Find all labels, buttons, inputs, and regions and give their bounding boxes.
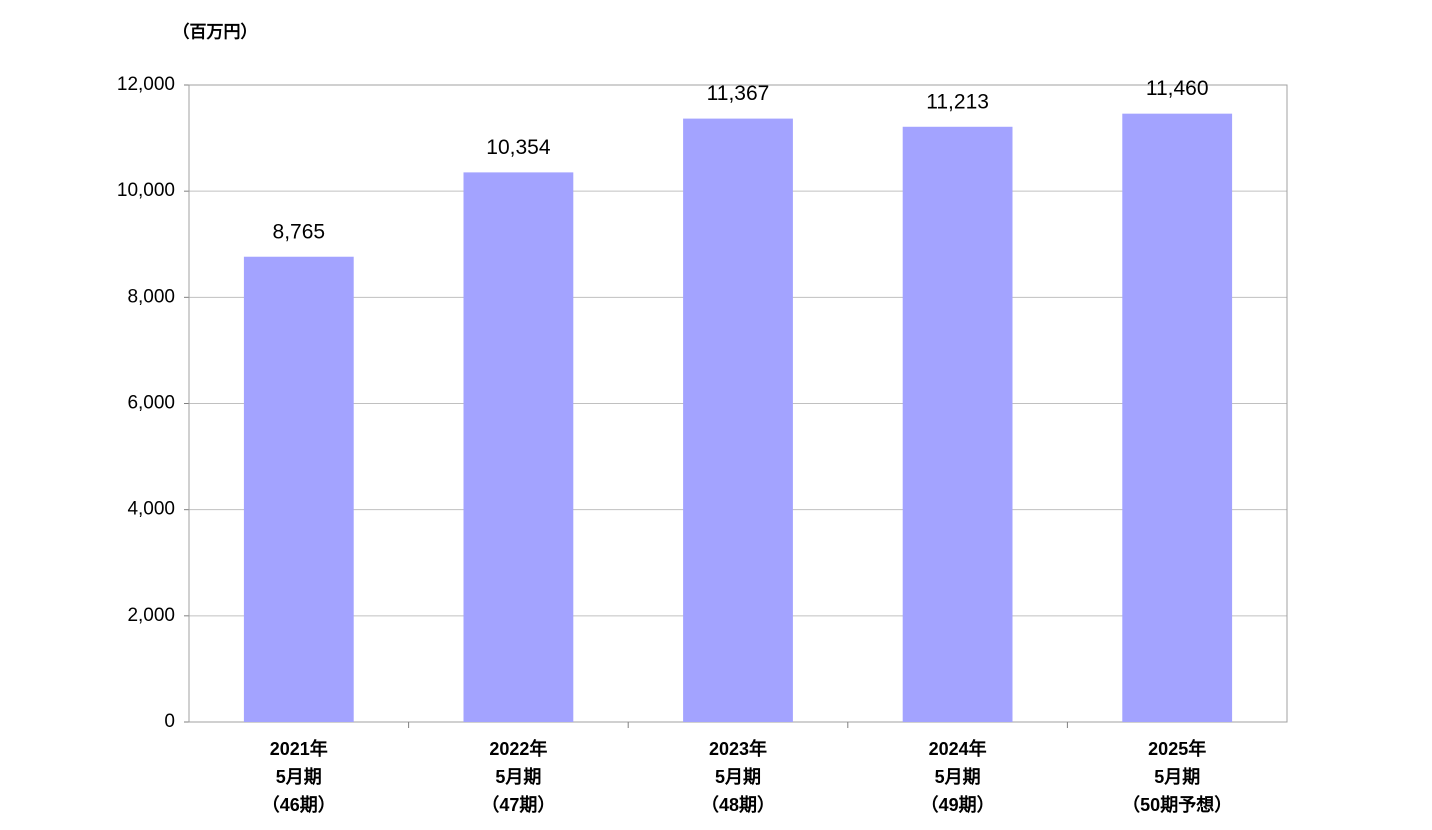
x-tick-label: （49期） [921, 795, 995, 815]
bar [683, 118, 793, 723]
y-tick-label: 10,000 [117, 180, 175, 201]
x-tick-label: （50期予想） [1122, 794, 1232, 815]
y-tick-label: 12,000 [117, 74, 175, 95]
x-tick-label: （47期） [481, 795, 555, 815]
value-label: 8,765 [273, 220, 326, 243]
value-label: 11,460 [1146, 77, 1209, 100]
x-tick-label: （46期） [262, 795, 336, 815]
bar [463, 172, 574, 722]
x-tick-label: 2022年 [489, 738, 547, 759]
y-tick-label: 0 [164, 711, 175, 732]
bar [243, 256, 354, 722]
x-tick-label: 2023年 [709, 738, 767, 759]
x-tick-label: 2024年 [929, 738, 987, 759]
x-tick-label: 5月期 [1154, 767, 1200, 787]
y-tick-label: 4,000 [127, 499, 175, 520]
bar [902, 126, 1013, 722]
y-tick-label: 8,000 [127, 286, 175, 307]
x-tick-label: 5月期 [715, 767, 761, 787]
value-label: 11,213 [926, 90, 989, 113]
x-tick-label: 2021年 [270, 738, 328, 759]
value-label: 11,367 [707, 82, 770, 105]
bar [1122, 113, 1233, 723]
value-label: 10,354 [486, 136, 551, 159]
y-unit-label: （百万円） [173, 21, 258, 41]
x-tick-label: （48期） [701, 795, 775, 815]
x-tick-label: 5月期 [276, 767, 322, 787]
y-tick-label: 2,000 [127, 605, 175, 626]
y-tick-label: 6,000 [127, 393, 175, 414]
x-tick-label: 5月期 [495, 767, 541, 787]
x-tick-label: 5月期 [935, 767, 981, 787]
x-tick-label: 2025年 [1148, 738, 1206, 759]
